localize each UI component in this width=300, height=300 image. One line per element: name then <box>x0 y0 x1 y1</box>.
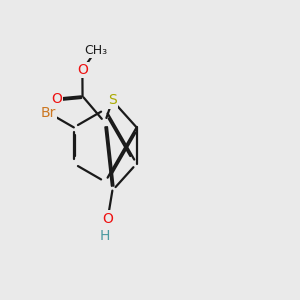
Text: CH₃: CH₃ <box>84 44 107 57</box>
Text: Br: Br <box>40 106 56 119</box>
Text: H: H <box>100 230 110 243</box>
Text: S: S <box>108 94 117 107</box>
Text: O: O <box>77 63 88 77</box>
Text: O: O <box>51 92 62 106</box>
Text: O: O <box>102 212 113 226</box>
